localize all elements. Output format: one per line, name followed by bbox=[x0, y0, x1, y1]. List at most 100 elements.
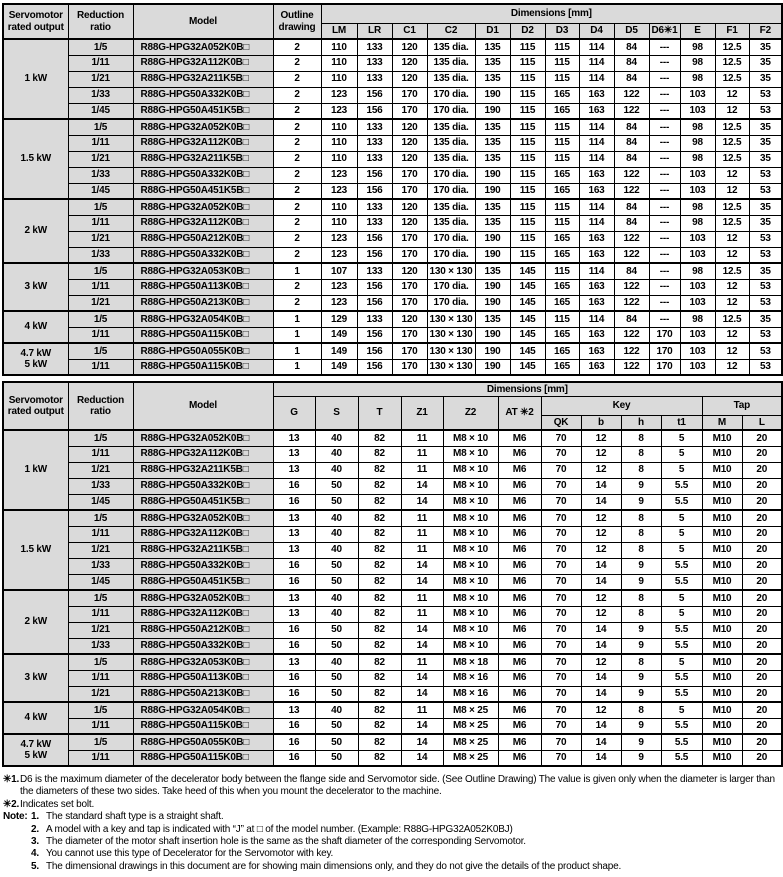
dim-col-header: S bbox=[314, 395, 359, 431]
value-cell: 5.5 bbox=[660, 557, 703, 575]
value-cell: 20 bbox=[741, 669, 783, 687]
table-row: 1/33 R88G-HPG50A332K0B□ 16 50 82 14 M8 × 10 M6 7… bbox=[3, 637, 783, 655]
value-cell: 50 bbox=[314, 669, 359, 687]
value-cell: M8 × 25 bbox=[442, 717, 499, 735]
value-cell: 53 bbox=[748, 278, 783, 296]
dim-col-header: C1 bbox=[391, 22, 428, 40]
ratio-cell: 1/33 bbox=[67, 86, 134, 104]
value-cell: M8 × 25 bbox=[442, 701, 499, 719]
value-cell: 133 bbox=[356, 310, 393, 328]
value-cell: M6 bbox=[497, 509, 542, 527]
value-cell: 5.5 bbox=[660, 493, 703, 511]
value-cell: M10 bbox=[701, 461, 743, 479]
value-cell: 190 bbox=[474, 86, 511, 104]
model-cell: R88G-HPG50A451K5B□ bbox=[132, 182, 274, 200]
ratio-cell: 1/33 bbox=[67, 477, 134, 495]
ratio-cell: 1/5 bbox=[67, 198, 134, 216]
value-cell: 123 bbox=[320, 182, 358, 200]
dim-col-header: M bbox=[701, 414, 743, 431]
value-cell: 5 bbox=[660, 653, 703, 671]
value-cell: 165 bbox=[544, 102, 580, 120]
value-cell: 12 bbox=[714, 182, 750, 200]
model-cell: R88G-HPG32A052K0B□ bbox=[132, 429, 274, 447]
value-cell: 82 bbox=[357, 653, 402, 671]
value-cell: 14 bbox=[580, 749, 622, 767]
value-cell: 133 bbox=[356, 54, 393, 72]
table-row: 1/21 R88G-HPG32A211K5B□ 13 40 82 11 M8 × 10 M6 7… bbox=[3, 461, 783, 479]
value-cell: 82 bbox=[357, 461, 402, 479]
ratio-cell: 1/21 bbox=[67, 541, 134, 559]
value-cell: 122 bbox=[613, 86, 650, 104]
dim-col-header: G bbox=[272, 395, 316, 431]
model-cell: R88G-HPG50A113K0B□ bbox=[132, 669, 274, 687]
dim-col-header: D5 bbox=[613, 22, 650, 40]
value-cell: 2 bbox=[272, 54, 322, 72]
value-cell: 103 bbox=[679, 86, 716, 104]
value-cell: 50 bbox=[314, 717, 359, 735]
value-cell: 50 bbox=[314, 749, 359, 767]
value-cell: 40 bbox=[314, 701, 359, 719]
value-cell: 20 bbox=[741, 429, 783, 447]
model-cell: R88G-HPG50A055K0B□ bbox=[132, 733, 274, 751]
value-cell: --- bbox=[648, 118, 681, 136]
output-cell: 4 kW bbox=[2, 701, 69, 735]
ratio-cell: 1/5 bbox=[67, 589, 134, 607]
value-cell: 20 bbox=[741, 557, 783, 575]
value-cell: 13 bbox=[272, 589, 316, 607]
value-cell: 13 bbox=[272, 461, 316, 479]
value-cell: 115 bbox=[544, 134, 580, 152]
value-cell: 70 bbox=[540, 429, 582, 447]
value-cell: 130 × 130 bbox=[426, 326, 476, 344]
model-cell: R88G-HPG32A112K0B□ bbox=[132, 445, 274, 463]
value-cell: M6 bbox=[497, 461, 542, 479]
output-cell: 4.7 kW 5 kW bbox=[2, 733, 69, 767]
value-cell: 35 bbox=[748, 198, 783, 216]
value-cell: --- bbox=[648, 246, 681, 264]
value-cell: 163 bbox=[578, 182, 615, 200]
value-cell: 40 bbox=[314, 509, 359, 527]
value-cell: 12.5 bbox=[714, 38, 750, 56]
value-cell: 12 bbox=[580, 525, 622, 543]
value-cell: 170 bbox=[391, 358, 428, 376]
value-cell: 156 bbox=[356, 102, 393, 120]
value-cell: 190 bbox=[474, 230, 511, 248]
value-cell: M8 × 10 bbox=[442, 461, 499, 479]
value-cell: 98 bbox=[679, 134, 716, 152]
value-cell: 165 bbox=[544, 230, 580, 248]
value-cell: 2 bbox=[272, 118, 322, 136]
value-cell: 156 bbox=[356, 294, 393, 312]
value-cell: 84 bbox=[613, 198, 650, 216]
value-cell: M8 × 10 bbox=[442, 605, 499, 623]
value-cell: 9 bbox=[620, 477, 662, 495]
value-cell: 12 bbox=[714, 230, 750, 248]
ratio-cell: 1/5 bbox=[67, 429, 134, 447]
value-cell: 115 bbox=[509, 134, 546, 152]
value-cell: 12 bbox=[714, 246, 750, 264]
value-cell: 82 bbox=[357, 605, 402, 623]
value-cell: 135 dia. bbox=[426, 214, 476, 232]
value-cell: 120 bbox=[391, 262, 428, 280]
value-cell: 110 bbox=[320, 38, 358, 56]
model-cell: R88G-HPG50A113K0B□ bbox=[132, 278, 274, 296]
value-cell: 145 bbox=[509, 342, 546, 360]
table-row: 1/21 R88G-HPG50A213K0B□ 16 50 82 14 M8 × 16 M6 7… bbox=[3, 685, 783, 703]
value-cell: 13 bbox=[272, 445, 316, 463]
value-cell: 12.5 bbox=[714, 310, 750, 328]
value-cell: 145 bbox=[509, 358, 546, 376]
value-cell: 2 bbox=[272, 246, 322, 264]
model-cell: R88G-HPG50A332K0B□ bbox=[132, 246, 274, 264]
value-cell: 82 bbox=[357, 733, 402, 751]
note-number: 4. bbox=[31, 848, 39, 860]
dimensions-mm-header: Dimensions [mm] bbox=[320, 3, 783, 24]
value-cell: 14 bbox=[580, 717, 622, 735]
table-row: 1/11 R88G-HPG50A115K0B□ 1 149 156 170 130 × 13… bbox=[3, 326, 783, 344]
value-cell: 2 bbox=[272, 102, 322, 120]
value-cell: 14 bbox=[580, 557, 622, 575]
value-cell: 82 bbox=[357, 717, 402, 735]
value-cell: 14 bbox=[580, 621, 622, 639]
value-cell: 53 bbox=[748, 166, 783, 184]
value-cell: 123 bbox=[320, 294, 358, 312]
value-cell: M6 bbox=[497, 717, 542, 735]
dim-col-header: D6✳1 bbox=[648, 22, 681, 40]
value-cell: 12 bbox=[714, 86, 750, 104]
